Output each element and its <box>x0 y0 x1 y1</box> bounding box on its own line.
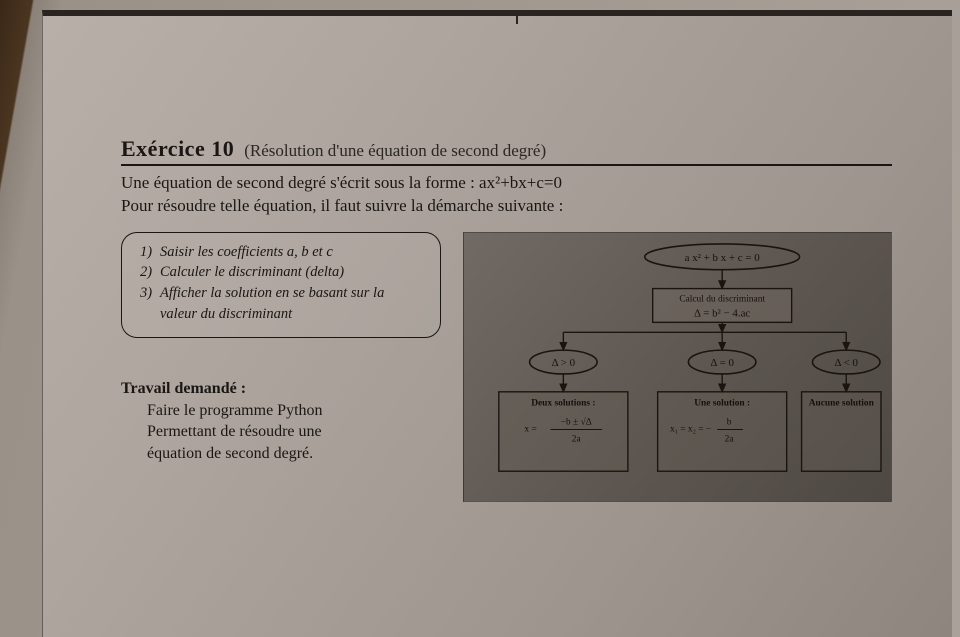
intro-line-1: Une équation de second degré s'écrit sou… <box>121 172 892 195</box>
exercise-subtitle: (Résolution d'une équation de second deg… <box>244 141 546 161</box>
node-sol2-xeq: x = <box>524 424 536 434</box>
node-sol1-left: x₁ = x₂ = − <box>670 424 711 434</box>
node-sol2-den: 2a <box>572 434 582 444</box>
node-dzero-text: Δ = 0 <box>710 357 734 369</box>
step-3b: valeur du discriminant <box>140 305 426 325</box>
content-row: 1)Saisir les coefficients a, b et c 2)Ca… <box>121 232 892 502</box>
step-2: 2)Calculer le discriminant (delta) <box>140 263 426 283</box>
node-sol2-title: Deux solutions : <box>531 399 595 409</box>
travail-demande: Travail demandé : Faire le programme Pyt… <box>121 378 441 464</box>
travail-l1: Faire le programme Python <box>121 400 441 422</box>
travail-l2: Permettant de résoudre une <box>121 421 441 443</box>
flowchart: a x² + b x + c = 0 Calcul du discriminan… <box>463 232 892 502</box>
node-dneg-text: Δ < 0 <box>835 357 859 369</box>
intro-text: Une équation de second degré s'écrit sou… <box>121 172 892 218</box>
node-sol0-title: Aucune solution <box>809 399 875 409</box>
title-underline <box>121 164 892 166</box>
intro-line-2: Pour résoudre telle équation, il faut su… <box>121 195 892 218</box>
node-dpos-text: Δ > 0 <box>552 357 576 369</box>
node-equation-text: a x² + b x + c = 0 <box>685 252 761 264</box>
node-sol1-den: 2a <box>725 434 735 444</box>
node-calc-title: Calcul du discriminant <box>679 294 765 304</box>
exercise-title: Exércice 10 <box>121 136 234 162</box>
step-3: 3)Afficher la solution en se basant sur … <box>140 284 426 304</box>
title-row: Exércice 10 (Résolution d'une équation d… <box>121 136 892 162</box>
left-column: 1)Saisir les coefficients a, b et c 2)Ca… <box>121 232 441 465</box>
node-sol2-num: −b ± √Δ <box>561 416 592 427</box>
flowchart-svg: a x² + b x + c = 0 Calcul du discriminan… <box>464 233 891 501</box>
worksheet-page: Exércice 10 (Résolution d'une équation d… <box>42 10 952 637</box>
travail-heading: Travail demandé : <box>121 378 441 400</box>
steps-box: 1)Saisir les coefficients a, b et c 2)Ca… <box>121 232 441 338</box>
node-calc-formula: Δ = b² − 4.ac <box>694 307 750 319</box>
travail-l3: équation de second degré. <box>121 443 441 465</box>
step-1: 1)Saisir les coefficients a, b et c <box>140 243 426 263</box>
node-sol1-title: Une solution : <box>694 399 750 409</box>
node-sol1-num: b <box>727 417 732 427</box>
